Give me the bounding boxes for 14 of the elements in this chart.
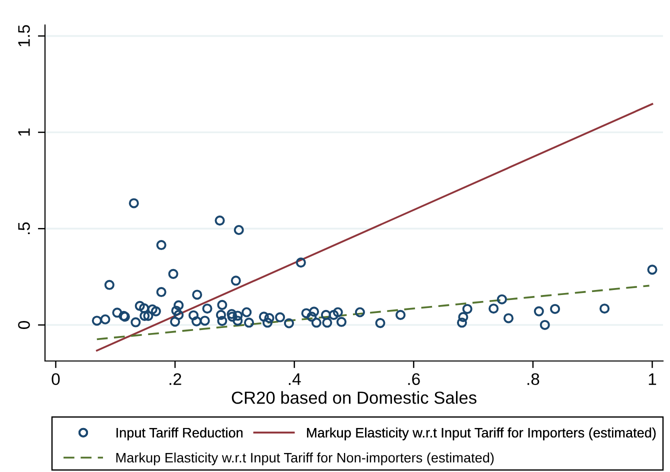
- x-axis-title: CR20 based on Domestic Sales: [232, 391, 476, 404]
- y-tick-label: 1.5: [18, 25, 30, 46]
- legend-label: Markup Elasticity w.r.t Input Tariff for Importers (estimated): [307, 428, 656, 440]
- legend-label: Input Tariff Reduction: [116, 428, 243, 440]
- y-tick-label: .5: [18, 222, 30, 234]
- x-tick-label: .4: [288, 373, 301, 385]
- legend-label: Markup Elasticity w.r.t Input Tariff for Non-importers (estimated): [116, 452, 494, 466]
- x-tick-label: 1: [648, 373, 656, 385]
- x-tick-label: .8: [528, 373, 540, 386]
- x-tick-label: 0: [52, 373, 60, 386]
- y-tick-label: 1: [18, 128, 30, 136]
- x-tick-label: .6: [408, 373, 420, 386]
- y-tick-label: 0: [18, 320, 30, 329]
- x-tick-label: .2: [170, 373, 182, 385]
